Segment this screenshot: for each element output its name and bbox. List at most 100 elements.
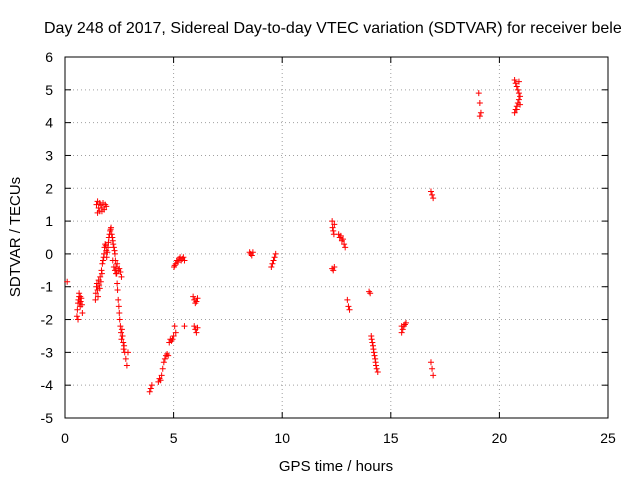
x-tick-labels: 0 5 10 15 20 25 bbox=[61, 430, 616, 446]
data-point-marker bbox=[114, 287, 121, 294]
data-point-marker bbox=[427, 359, 434, 366]
data-point-marker bbox=[180, 254, 187, 261]
data-point-marker bbox=[171, 323, 178, 330]
data-point-marker bbox=[477, 109, 484, 116]
data-point-marker bbox=[194, 295, 201, 302]
data-point-marker bbox=[103, 254, 110, 261]
data-point-marker bbox=[75, 316, 82, 323]
data-point-marker bbox=[76, 290, 83, 297]
data-point-marker bbox=[515, 78, 522, 85]
data-point-marker bbox=[148, 382, 155, 389]
x-tick-label: 5 bbox=[170, 430, 178, 446]
data-point-marker bbox=[342, 244, 349, 251]
x-tick-label: 15 bbox=[383, 430, 399, 446]
data-point-marker bbox=[74, 306, 81, 313]
plot-frame bbox=[64, 56, 609, 419]
data-point-marker bbox=[512, 80, 519, 87]
data-point-marker bbox=[248, 252, 255, 259]
y-tick-label: -3 bbox=[41, 344, 54, 360]
data-point-marker bbox=[249, 249, 256, 256]
data-point-marker bbox=[99, 260, 106, 267]
data-point-marker bbox=[73, 313, 80, 320]
data-point-marker bbox=[147, 385, 154, 392]
data-point-marker bbox=[398, 329, 405, 336]
data-point-marker bbox=[117, 268, 124, 275]
data-point-marker bbox=[118, 329, 125, 336]
data-point-marker bbox=[79, 309, 86, 316]
data-point-marker bbox=[92, 290, 99, 297]
data-point-marker bbox=[517, 93, 524, 100]
data-point-marker bbox=[159, 365, 166, 372]
data-point-marker bbox=[271, 254, 278, 261]
data-point-marker bbox=[165, 352, 172, 359]
data-point-marker bbox=[515, 96, 522, 103]
data-point-marker bbox=[270, 257, 277, 264]
data-point-marker bbox=[116, 265, 123, 272]
data-point-marker bbox=[108, 231, 115, 238]
data-point-marker bbox=[124, 349, 131, 356]
data-points bbox=[64, 76, 524, 395]
x-tick-label: 0 bbox=[61, 430, 69, 446]
data-point-marker bbox=[193, 329, 200, 336]
data-point-marker bbox=[371, 352, 378, 359]
data-point-marker bbox=[515, 90, 522, 97]
data-point-marker bbox=[118, 273, 125, 280]
data-point-marker bbox=[95, 293, 102, 300]
data-point-marker bbox=[174, 259, 181, 266]
data-point-marker bbox=[340, 236, 347, 243]
y-tick-label: 6 bbox=[45, 49, 53, 65]
data-point-marker bbox=[157, 377, 164, 384]
y-tick-labels: -5 -4 -3 -2 -1 0 1 2 3 4 5 6 bbox=[41, 49, 54, 426]
data-point-marker bbox=[98, 270, 105, 277]
data-point-marker bbox=[403, 319, 410, 326]
data-point-marker bbox=[120, 339, 127, 346]
y-tick-label: 4 bbox=[45, 115, 53, 131]
data-point-marker bbox=[64, 278, 71, 285]
data-point-marker bbox=[160, 359, 167, 366]
data-point-marker bbox=[429, 191, 436, 198]
data-point-marker bbox=[118, 326, 125, 333]
data-point-marker bbox=[373, 362, 380, 369]
data-point-marker bbox=[344, 296, 351, 303]
data-point-marker bbox=[78, 301, 85, 308]
data-point-marker bbox=[104, 249, 111, 256]
data-point-marker bbox=[191, 323, 198, 330]
data-point-marker bbox=[373, 365, 380, 372]
data-point-marker bbox=[475, 90, 482, 97]
data-point-marker bbox=[111, 250, 118, 257]
data-point-marker bbox=[337, 232, 344, 239]
data-point-marker bbox=[398, 323, 405, 330]
data-point-marker bbox=[96, 200, 103, 207]
x-axis-label: GPS time / hours bbox=[279, 458, 393, 475]
y-tick-label: -4 bbox=[41, 377, 54, 393]
y-tick-label: 5 bbox=[45, 82, 53, 98]
data-point-marker bbox=[122, 355, 129, 362]
data-point-marker bbox=[97, 273, 104, 280]
data-point-marker bbox=[511, 76, 518, 83]
data-point-marker bbox=[110, 241, 117, 248]
data-point-marker bbox=[110, 244, 117, 251]
x-tick-label: 25 bbox=[600, 430, 616, 446]
data-point-marker bbox=[369, 339, 376, 346]
data-point-marker bbox=[268, 264, 275, 271]
data-point-marker bbox=[118, 336, 125, 343]
data-point-marker bbox=[513, 106, 520, 113]
data-point-marker bbox=[476, 113, 483, 120]
data-point-marker bbox=[110, 264, 117, 271]
data-point-marker bbox=[109, 257, 116, 264]
y-axis-label: SDTVAR / TECUs bbox=[7, 177, 24, 297]
data-point-marker bbox=[190, 293, 197, 300]
data-point-marker bbox=[146, 388, 153, 395]
data-point-marker bbox=[429, 365, 436, 372]
data-point-marker bbox=[119, 332, 126, 339]
data-point-marker bbox=[427, 188, 434, 195]
data-point-marker bbox=[100, 257, 107, 264]
data-point-marker bbox=[116, 316, 123, 323]
data-point-marker bbox=[476, 99, 483, 106]
axis-ticks bbox=[64, 56, 609, 419]
data-point-marker bbox=[330, 267, 337, 274]
data-point-marker bbox=[517, 101, 524, 108]
data-point-marker bbox=[94, 209, 101, 216]
data-point-marker bbox=[181, 257, 188, 264]
